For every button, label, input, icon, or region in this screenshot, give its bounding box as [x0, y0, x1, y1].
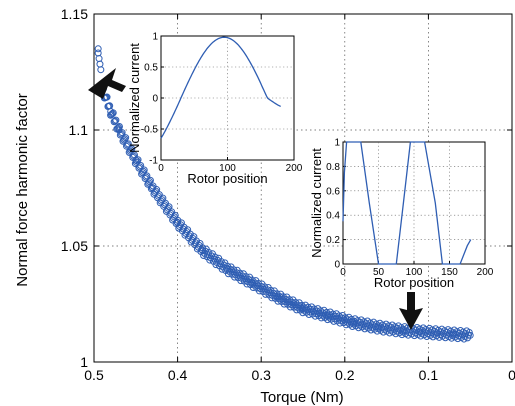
main-data-point [142, 173, 150, 181]
main-data-point [146, 178, 154, 186]
main-data-point [115, 123, 123, 131]
main-data-point [111, 117, 119, 125]
main-y-axis-label: Normal force harmonic factor [14, 93, 31, 286]
main-data-point [146, 176, 154, 184]
inset-bottom: 0 50 100 150 200 0 0.2 0.4 0.6 0.8 1 Rotor position… [309, 138, 494, 291]
inset-bottom-x-axis-label: Rotor position [374, 275, 454, 290]
inset-bottom-y-tick-label: 0.8 [326, 162, 340, 173]
inset-top-x-axis-label: Rotor position [187, 171, 267, 186]
inset-bottom-x-tick-label: 100 [406, 267, 423, 278]
inset-bottom-y-axis-label: Normalized current [309, 148, 324, 258]
inset-bottom-x-tick-label: 200 [477, 267, 494, 278]
main-data-point [139, 167, 147, 175]
inset-bottom-y-tick-label: 1 [334, 138, 340, 149]
main-data-point [96, 60, 104, 68]
inset-bottom-series-line [342, 141, 472, 265]
main-y-tick-label: 1 [80, 354, 88, 370]
inset-top-y-tick-label: 0.5 [144, 63, 158, 74]
inset-bottom-y-tick-label: 0 [334, 260, 340, 271]
main-y-tick-label: 1.1 [69, 122, 89, 138]
inset-top-frame [160, 35, 295, 161]
main-x-tick-label: 0.3 [251, 367, 271, 383]
main-y-tick-label: 1.15 [61, 6, 88, 22]
main-y-tick-label: 1.05 [61, 238, 88, 254]
main-data-point [97, 66, 105, 74]
main-data-point [140, 166, 148, 174]
main-data-point [133, 157, 141, 165]
main-data-point [103, 93, 111, 101]
inset-top-series-line [160, 36, 281, 139]
main-data-point [118, 129, 126, 137]
inset-top-y-tick-label: 1 [152, 32, 158, 43]
main-data-point [122, 134, 130, 142]
main-data-point [123, 141, 131, 149]
main-data-point [127, 146, 135, 154]
main-data-point [94, 49, 102, 57]
main-data-point [130, 151, 138, 159]
inset-top-x-tick-label: 200 [286, 163, 303, 174]
main-data-point [94, 45, 102, 53]
inset-bottom-frame [342, 141, 486, 265]
inset-bottom-x-tick-label: 0 [340, 267, 346, 278]
main-data-point [95, 55, 103, 63]
main-x-tick-label: 0.5 [84, 367, 104, 383]
inset-top-y-axis-label: Normalized current [127, 43, 142, 153]
inset-top: 0 100 200 -1 -0.5 0 0.5 1 Rotor position Normaliz… [127, 32, 303, 187]
inset-top-x-tick-label: 100 [219, 163, 236, 174]
main-data-point [134, 156, 142, 164]
annotation-arrows [88, 68, 423, 330]
main-x-tick-label: 0.1 [419, 367, 439, 383]
main-data-point [106, 102, 114, 110]
main-x-tick-label: 0 [508, 367, 515, 383]
main-data-point [130, 152, 138, 160]
main-x-tick-label: 0.4 [168, 367, 188, 383]
main-data-point [114, 124, 122, 132]
main-data-point [143, 172, 151, 180]
main-data-point [465, 328, 473, 336]
main-data-point [115, 122, 123, 130]
main-series [94, 45, 474, 343]
main-data-point [128, 145, 136, 153]
main-data-point [109, 109, 117, 117]
inset-bottom-y-tick-label: 0.6 [326, 186, 340, 197]
inset-bottom-x-tick-label: 150 [441, 267, 458, 278]
main-axes: 0.5 0.4 0.3 0.2 0.1 0 1 1.05 1.1 1.15 [61, 6, 515, 383]
inset-top-y-tick-label: -1 [149, 156, 158, 167]
arrow-high-torque [88, 68, 126, 99]
arrow-low-torque [399, 292, 423, 330]
inset-top-x-tick-label: 0 [158, 163, 164, 174]
main-data-point [107, 110, 115, 118]
inset-bottom-y-tick-label: 0.4 [326, 211, 340, 222]
inset-top-y-tick-label: 0 [152, 94, 158, 105]
inset-top-y-tick-label: -0.5 [141, 125, 159, 136]
main-data-point [108, 110, 116, 118]
main-x-tick-label: 0.2 [335, 367, 355, 383]
inset-bottom-y-tick-label: 0.2 [326, 235, 340, 246]
main-data-point [121, 135, 129, 143]
main-data-point [124, 140, 132, 148]
main-data-point [136, 163, 144, 171]
main-data-point [110, 118, 118, 126]
inset-bottom-x-tick-label: 50 [373, 267, 385, 278]
main-data-point [117, 130, 125, 138]
main-data-point [137, 162, 145, 170]
main-x-axis-label: Torque (Nm) [260, 389, 343, 406]
main-plot-frame [93, 13, 513, 363]
main-data-point [112, 116, 120, 124]
